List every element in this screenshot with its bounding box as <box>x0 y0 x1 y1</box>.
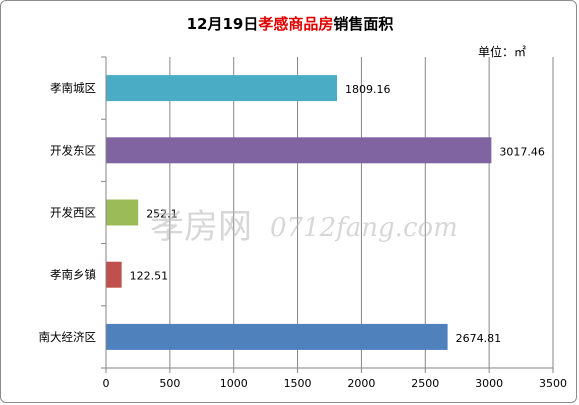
category-label: 开发西区 <box>50 206 96 220</box>
bar <box>106 199 139 226</box>
grid-lines <box>169 57 554 368</box>
tick-labels: 0 500 1000 1500 2000 2500 3000 3500 <box>103 377 568 390</box>
title-highlight: 孝感商品房 <box>257 15 333 33</box>
unit-label: 单位：㎡ <box>478 44 526 59</box>
value-label: 3017.46 <box>499 145 545 158</box>
x-tick-label: 1000 <box>220 377 248 390</box>
x-tick-label: 1500 <box>284 377 312 390</box>
value-labels: 1809.16 3017.46 252.1 122.51 2674.81 <box>130 83 545 345</box>
value-label: 252.1 <box>146 208 178 221</box>
watermark: 孝房网 0712fang.com <box>150 207 458 247</box>
value-label: 2674.81 <box>456 332 502 345</box>
x-tick-label: 2500 <box>411 377 439 390</box>
x-tick-label: 500 <box>159 377 180 390</box>
chart-title: 12月19日孝感商品房销售面积 <box>187 15 394 33</box>
bars-group <box>106 75 492 350</box>
title-suffix: 销售面积 <box>333 15 393 33</box>
watermark-site: 0712fang.com <box>270 213 458 243</box>
value-label: 1809.16 <box>345 83 391 96</box>
category-label: 南大经济区 <box>39 330 97 344</box>
value-label: 122.51 <box>130 270 169 283</box>
x-tick-label: 3500 <box>539 377 567 390</box>
bar <box>106 261 122 288</box>
category-label: 孝南城区 <box>50 81 96 95</box>
x-tick-label: 0 <box>103 377 110 390</box>
bar <box>106 323 448 350</box>
bar <box>106 75 338 102</box>
watermark-brand: 孝房网 <box>150 207 252 247</box>
axes-group <box>101 56 554 373</box>
bar <box>106 137 492 164</box>
x-tick-label: 3000 <box>475 377 503 390</box>
title-prefix: 12月19日 <box>187 15 259 33</box>
category-label: 孝南乡镇 <box>50 268 96 282</box>
category-label: 开发东区 <box>50 143 96 157</box>
x-tick-label: 2000 <box>347 377 375 390</box>
